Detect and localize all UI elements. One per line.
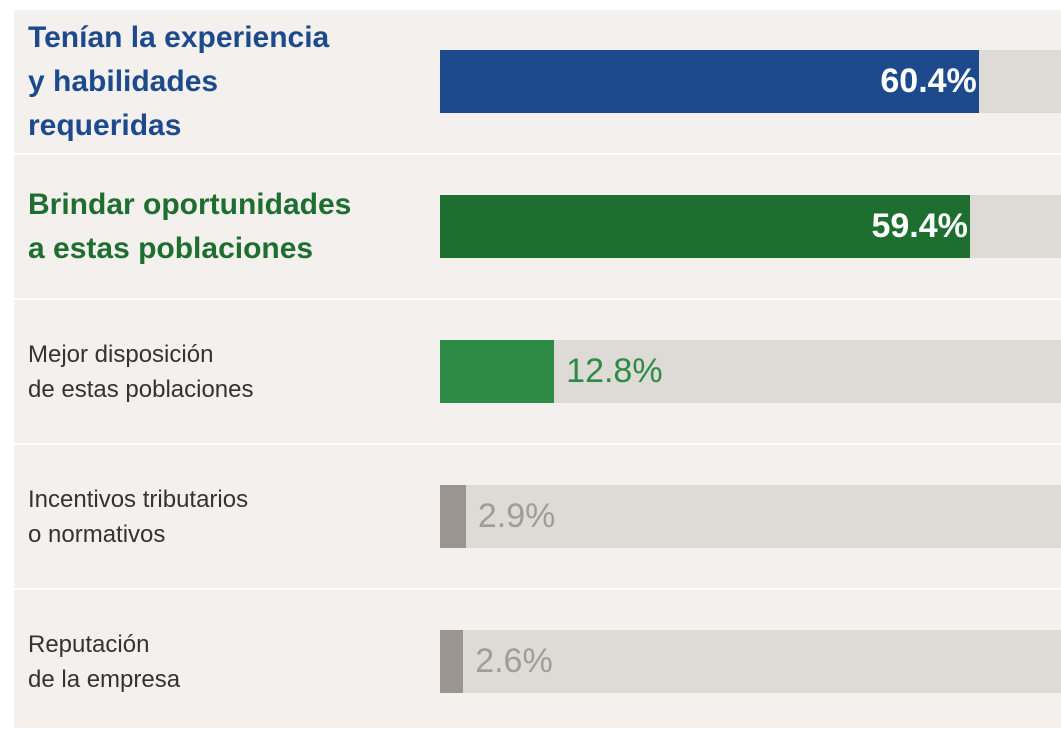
value-label: 60.4% xyxy=(880,62,977,100)
value-label: 59.4% xyxy=(871,207,968,245)
row: Mejor disposición de estas poblaciones 12… xyxy=(14,300,1061,443)
bar-track xyxy=(440,630,1061,693)
row: Reputación de la empresa 2.6% xyxy=(14,590,1061,733)
row: Tenían la experiencia y habilidades requ… xyxy=(14,10,1061,153)
row-separator xyxy=(14,298,1061,300)
bar-track xyxy=(440,485,1061,548)
category-label: Brindar oportunidades a estas poblacione… xyxy=(28,187,352,265)
row: Brindar oportunidades a estas poblacione… xyxy=(14,155,1061,298)
category-label: Incentivos tributarios o normativos xyxy=(28,485,249,548)
value-label: 2.9% xyxy=(477,497,556,535)
bar xyxy=(440,50,979,113)
value-label: 12.8% xyxy=(566,352,663,390)
bar xyxy=(440,195,970,258)
chart: Tenían la experiencia y habilidades requ… xyxy=(14,10,1061,728)
row: Incentivos tributarios o normativos 2.9% xyxy=(14,445,1061,588)
value-label: 2.6% xyxy=(475,642,553,680)
row-separator xyxy=(14,588,1061,590)
bar xyxy=(440,340,555,403)
row-separator xyxy=(14,443,1061,445)
bar xyxy=(440,485,466,548)
row-separator xyxy=(14,153,1061,155)
bar xyxy=(440,630,464,693)
category-label: Reputación de la empresa xyxy=(28,630,181,693)
category-label: Tenían la experiencia y habilidades requ… xyxy=(28,20,330,142)
category-label: Mejor disposición de estas poblaciones xyxy=(28,340,254,403)
